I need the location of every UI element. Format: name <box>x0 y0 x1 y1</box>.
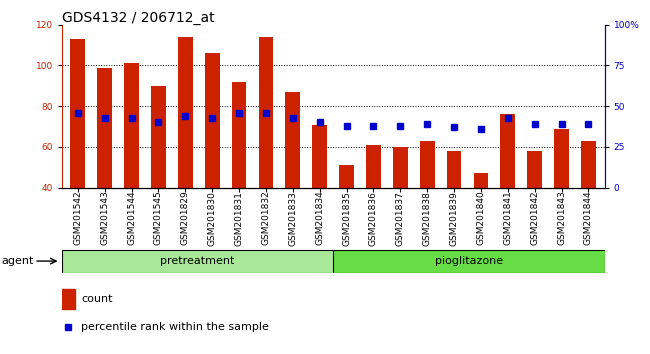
Text: GSM201831: GSM201831 <box>235 191 244 246</box>
Bar <box>62 250 333 273</box>
Text: GSM201542: GSM201542 <box>73 191 83 245</box>
Text: GSM201837: GSM201837 <box>396 191 405 246</box>
Text: GSM201833: GSM201833 <box>289 191 297 246</box>
Bar <box>62 289 75 309</box>
Bar <box>151 86 166 188</box>
Text: percentile rank within the sample: percentile rank within the sample <box>81 322 269 332</box>
Bar <box>527 151 542 188</box>
Text: GSM201544: GSM201544 <box>127 191 136 245</box>
Bar <box>393 147 408 188</box>
Bar <box>333 250 604 273</box>
Text: GSM201834: GSM201834 <box>315 191 324 245</box>
Bar <box>581 141 596 188</box>
Text: GSM201838: GSM201838 <box>422 191 432 246</box>
Bar <box>420 141 435 188</box>
Bar <box>473 173 488 188</box>
Text: GSM201844: GSM201844 <box>584 191 593 245</box>
Text: GSM201832: GSM201832 <box>261 191 270 245</box>
Bar <box>259 37 274 188</box>
Bar <box>447 151 461 188</box>
Bar <box>285 92 300 188</box>
Text: GSM201842: GSM201842 <box>530 191 539 245</box>
Text: GSM201840: GSM201840 <box>476 191 486 245</box>
Text: pretreatment: pretreatment <box>161 256 235 266</box>
Bar <box>312 125 327 188</box>
Text: GSM201839: GSM201839 <box>450 191 458 246</box>
Bar <box>98 68 112 188</box>
Text: GSM201836: GSM201836 <box>369 191 378 246</box>
Bar <box>205 53 220 188</box>
Text: GSM201841: GSM201841 <box>503 191 512 245</box>
Text: GSM201543: GSM201543 <box>100 191 109 245</box>
Bar <box>178 37 193 188</box>
Text: GSM201835: GSM201835 <box>342 191 351 246</box>
Bar <box>70 39 85 188</box>
Text: GDS4132 / 206712_at: GDS4132 / 206712_at <box>62 11 214 25</box>
Text: GSM201829: GSM201829 <box>181 191 190 245</box>
Text: GSM201830: GSM201830 <box>208 191 216 246</box>
Text: GSM201545: GSM201545 <box>154 191 163 245</box>
Text: agent: agent <box>1 256 34 266</box>
Text: pioglitazone: pioglitazone <box>435 256 503 266</box>
Bar <box>231 82 246 188</box>
Bar <box>124 63 139 188</box>
Text: GSM201843: GSM201843 <box>557 191 566 245</box>
Text: count: count <box>81 294 112 304</box>
Bar <box>366 145 381 188</box>
Bar <box>554 129 569 188</box>
Bar <box>339 165 354 188</box>
Bar <box>500 114 515 188</box>
